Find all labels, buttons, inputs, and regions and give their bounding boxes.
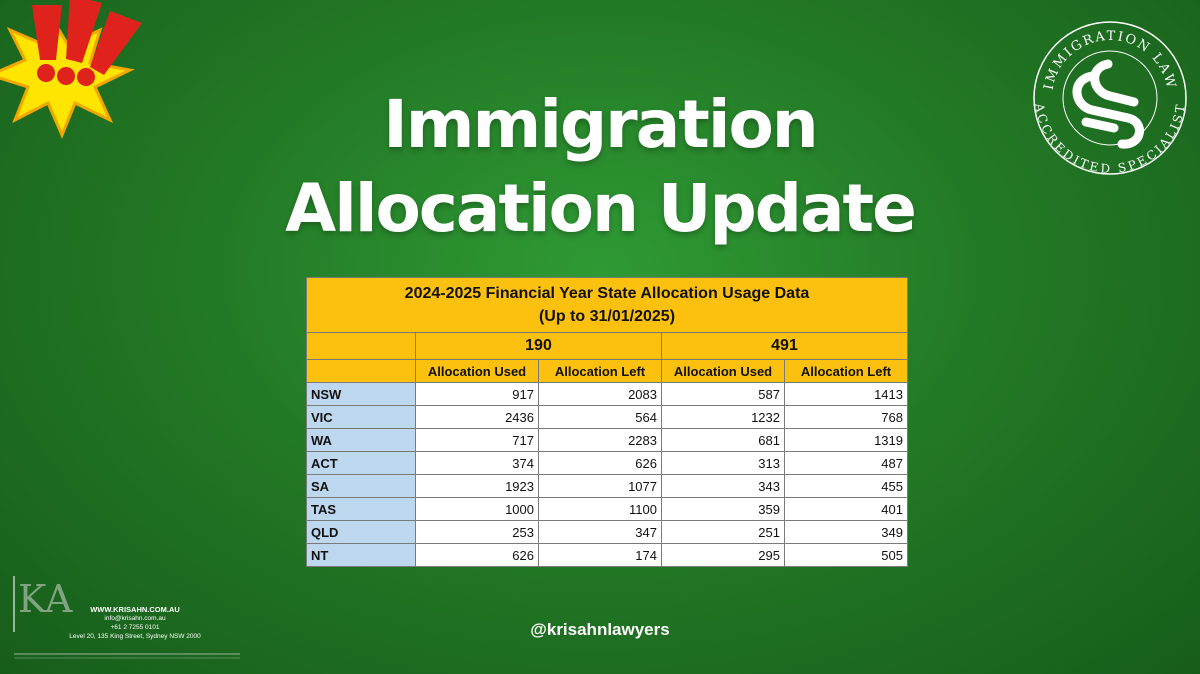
state-cell: QLD (306, 520, 416, 544)
state-cell: VIC (306, 405, 416, 429)
heading-line-2: Allocation Update (285, 170, 917, 247)
state-cell: SA (306, 474, 416, 498)
value-cell: 251 (661, 520, 785, 544)
value-cell: 1232 (661, 405, 785, 429)
state-cell: NT (306, 543, 416, 567)
corner-cell (306, 332, 416, 360)
table-title: 2024-2025 Financial Year State Allocatio… (404, 285, 810, 302)
exclamation-dot-left (37, 64, 55, 82)
value-cell: 401 (784, 497, 908, 521)
table-title-cell: 2024-2025 Financial Year State Allocatio… (306, 277, 908, 333)
table-title-row: 2024-2025 Financial Year State Allocatio… (306, 277, 908, 333)
value-cell: 455 (784, 474, 908, 498)
value-cell: 717 (415, 428, 539, 452)
value-cell: 1100 (538, 497, 662, 521)
value-cell: 564 (538, 405, 662, 429)
value-cell: 295 (661, 543, 785, 567)
table-row: NT 626 174 295 505 (306, 543, 908, 567)
value-cell: 626 (538, 451, 662, 475)
seal-emblem-icon (1072, 59, 1144, 149)
value-cell: 313 (661, 451, 785, 475)
value-cell: 359 (661, 497, 785, 521)
col-header: Allocation Left (784, 359, 908, 383)
value-cell: 2436 (415, 405, 539, 429)
value-cell: 2083 (538, 382, 662, 406)
value-cell: 626 (415, 543, 539, 567)
exclamation-dot-middle (57, 67, 75, 85)
heading-line-1: Immigration (383, 86, 819, 163)
value-cell: 347 (538, 520, 662, 544)
group-190-header: 190 (415, 332, 662, 360)
table-column-row: Allocation Used Allocation Left Allocati… (306, 359, 908, 383)
table-row: VIC 2436 564 1232 768 (306, 405, 908, 429)
exclamation-bar-right (90, 11, 142, 75)
col-header: Allocation Left (538, 359, 662, 383)
table-subtitle: (Up to 31/01/2025) (538, 308, 676, 325)
value-cell: 1000 (415, 497, 539, 521)
table-row: ACT 374 626 313 487 (306, 451, 908, 475)
value-cell: 587 (661, 382, 785, 406)
logo-monogram: KA (18, 577, 73, 621)
corner-cell-2 (306, 359, 416, 383)
value-cell: 681 (661, 428, 785, 452)
value-cell: 2283 (538, 428, 662, 452)
state-cell: ACT (306, 451, 416, 475)
state-cell: WA (306, 428, 416, 452)
seal-inner-ring (1062, 50, 1158, 146)
alert-burst-icon (0, 0, 142, 139)
allocation-table: 2024-2025 Financial Year State Allocatio… (306, 277, 908, 567)
table-row: TAS 1000 1100 359 401 (306, 497, 908, 521)
value-cell: 505 (784, 543, 908, 567)
col-header: Allocation Used (415, 359, 539, 383)
value-cell: 768 (784, 405, 908, 429)
table-row: WA 717 2283 681 1319 (306, 428, 908, 452)
exclamation-bar-left (32, 5, 62, 60)
value-cell: 253 (415, 520, 539, 544)
email-link[interactable]: info@krisahn.com.au (104, 615, 166, 622)
table-row: SA 1923 1077 343 455 (306, 474, 908, 498)
firm-logo: KA (13, 576, 240, 659)
accredited-specialist-seal: IMMIGRATION LAW ACCREDITED SPECIALIST (1032, 21, 1187, 176)
contact-block: WWW.KRISAHN.COM.AU info@krisahn.com.au +… (60, 605, 210, 641)
exclamation-dot-right (77, 68, 95, 86)
table-row: NSW 917 2083 587 1413 (306, 382, 908, 406)
value-cell: 1413 (784, 382, 908, 406)
table-group-row: 190 491 (306, 332, 908, 360)
value-cell: 1077 (538, 474, 662, 498)
website-link[interactable]: WWW.KRISAHN.COM.AU (90, 605, 180, 614)
table-row: QLD 253 347 251 349 (306, 520, 908, 544)
phone-text: +61 2 7255 0101 (110, 624, 160, 631)
value-cell: 349 (784, 520, 908, 544)
value-cell: 343 (661, 474, 785, 498)
value-cell: 374 (415, 451, 539, 475)
value-cell: 174 (538, 543, 662, 567)
exclamation-bar-middle (66, 0, 102, 63)
value-cell: 487 (784, 451, 908, 475)
social-handle: @krisahnlawyers (530, 620, 670, 639)
value-cell: 917 (415, 382, 539, 406)
address-text: Level 20, 135 King Street, Sydney NSW 20… (69, 633, 201, 640)
value-cell: 1319 (784, 428, 908, 452)
state-cell: TAS (306, 497, 416, 521)
group-491-header: 491 (661, 332, 908, 360)
col-header: Allocation Used (661, 359, 785, 383)
state-cell: NSW (306, 382, 416, 406)
seal-outer-ring (1033, 21, 1187, 175)
value-cell: 1923 (415, 474, 539, 498)
